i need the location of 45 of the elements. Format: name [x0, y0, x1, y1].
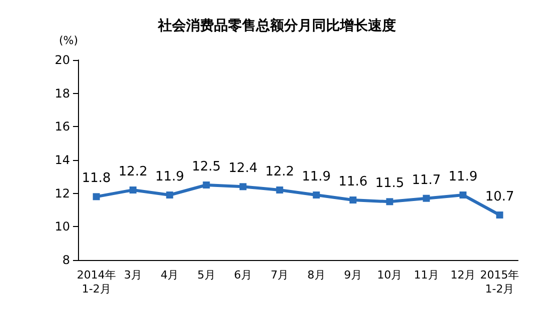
point [386, 198, 394, 206]
x-tick-label: 6月 [234, 268, 252, 282]
point [460, 192, 466, 198]
point [240, 183, 246, 190]
y-tick-label: 12 [54, 186, 70, 200]
x-tick-label: 12月 [450, 268, 476, 282]
point [422, 194, 430, 202]
point [496, 212, 504, 218]
x-tick-label: 8月 [307, 268, 326, 282]
data-label: 11.9 [448, 170, 478, 184]
x-tick-label: 2015年 1-2月 [480, 268, 520, 296]
x-tick-label: 3月 [124, 268, 142, 282]
y-axis-title: (%) [58, 34, 78, 47]
point [202, 182, 210, 188]
chart-title: 社会消费品零售总额分月同比增长速度 [157, 17, 396, 34]
x-tick-label: 5月 [197, 268, 216, 282]
point [166, 192, 174, 198]
y-tick-label: 10 [54, 220, 70, 234]
data-label: 12.2 [265, 164, 294, 180]
data-label: 12.5 [192, 160, 221, 174]
data-label: 12.2 [118, 164, 148, 180]
data-label: 10.7 [485, 190, 514, 204]
x-tick-label: 4月 [160, 268, 179, 282]
x-tick-label: 9月 [344, 268, 362, 282]
point [130, 186, 136, 194]
data-label: 11.5 [375, 176, 404, 192]
x-tick-label: 2014年 1-2月 [76, 268, 116, 296]
point [276, 186, 284, 194]
x-tick-label: 7月 [270, 268, 289, 282]
x-tick-label: 11月 [414, 268, 439, 282]
y-tick-label: 20 [54, 53, 70, 67]
point [92, 193, 100, 200]
y-tick-label: 18 [54, 86, 70, 100]
data-label: 11.9 [302, 170, 331, 184]
y-tick-label: 8 [62, 253, 70, 267]
data-label: 12.4 [228, 161, 258, 176]
data-label: 11.8 [82, 171, 111, 186]
y-tick-label: 16 [54, 120, 70, 134]
data-label: 11.7 [412, 172, 441, 188]
data-label: 11.9 [155, 170, 184, 184]
x-tick-label: 10月 [377, 268, 402, 282]
point [350, 196, 356, 204]
point [312, 192, 320, 198]
data-label: 11.6 [338, 174, 368, 190]
y-tick-label: 14 [54, 153, 70, 167]
